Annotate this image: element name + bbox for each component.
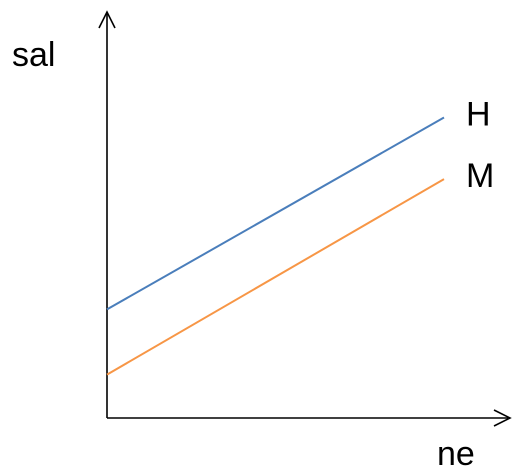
series-label-h: H <box>466 96 491 134</box>
y-axis-title: sal <box>12 36 55 74</box>
series-layer: HM <box>106 96 494 376</box>
y-axis <box>98 10 116 418</box>
series-line-h <box>106 116 445 311</box>
y-axis-arrow <box>98 10 116 29</box>
series-label-m: M <box>466 157 494 195</box>
x-axis <box>107 409 512 427</box>
x-axis-arrow <box>493 409 512 427</box>
series-line-m <box>106 178 445 376</box>
x-axis-title: ne <box>437 435 475 472</box>
